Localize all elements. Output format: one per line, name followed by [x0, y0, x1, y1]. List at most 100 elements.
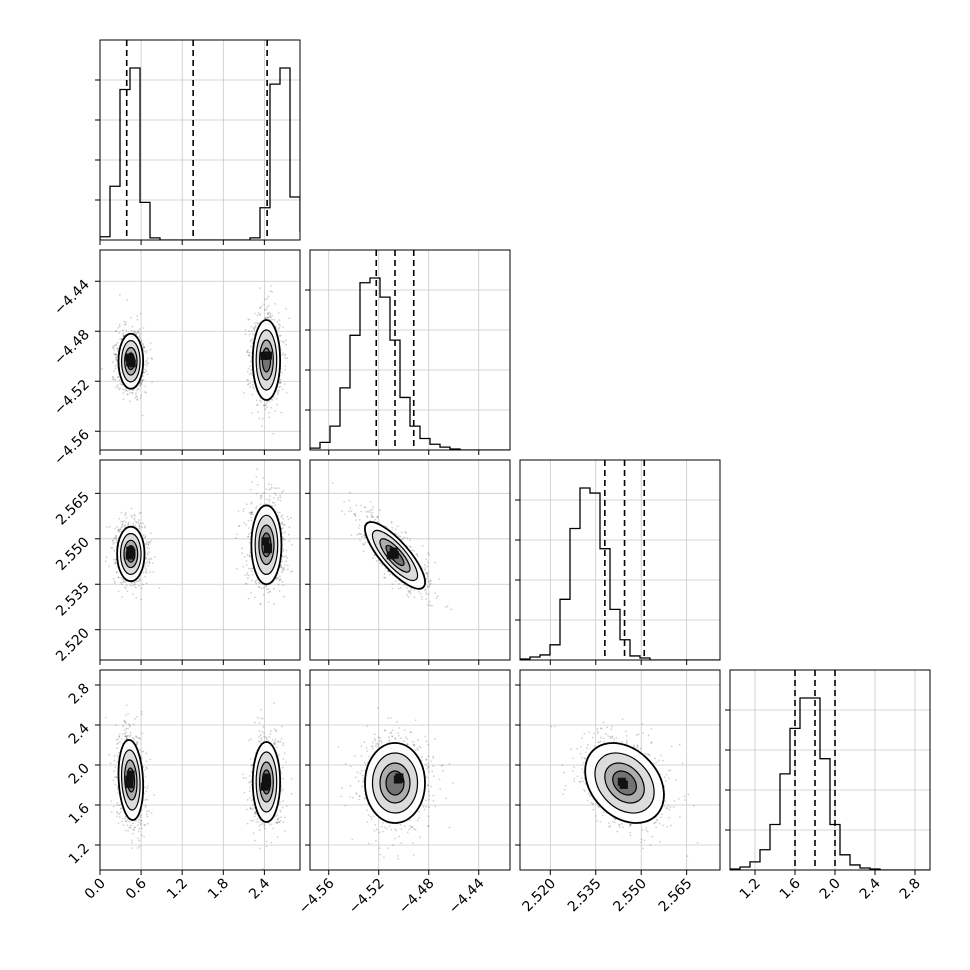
- scatter-point: [282, 584, 284, 587]
- scatter-point: [277, 312, 280, 314]
- scatter-point: [278, 386, 281, 389]
- scatter-point: [250, 481, 253, 484]
- scatter-point: [142, 533, 145, 536]
- scatter-point: [350, 534, 353, 536]
- scatter-point: [136, 715, 138, 718]
- scatter-point: [119, 581, 122, 584]
- scatter-point: [235, 567, 238, 570]
- scatter-point: [283, 566, 285, 569]
- scatter-point: [281, 571, 283, 574]
- scatter-point: [132, 584, 135, 587]
- scatter-point: [247, 379, 250, 382]
- scatter-point: [360, 510, 363, 513]
- scatter-point: [256, 404, 259, 407]
- scatter-point: [268, 500, 271, 503]
- scatter-point: [278, 578, 281, 581]
- scatter-point: [255, 507, 257, 510]
- scatter-point: [425, 598, 428, 601]
- scatter-point: [244, 574, 247, 577]
- scatter-point: [284, 353, 287, 356]
- scatter-point: [251, 567, 254, 570]
- scatter-point: [266, 312, 269, 315]
- scatter-point: [142, 342, 144, 345]
- scatter-point: [249, 532, 252, 535]
- scatter-point: [271, 290, 273, 293]
- scatter-point: [115, 776, 118, 778]
- scatter-point: [427, 571, 429, 574]
- scatter-point: [273, 396, 276, 399]
- scatter-point: [114, 561, 117, 564]
- scatter-point: [127, 830, 130, 832]
- scatter-point: [123, 388, 126, 391]
- scatter-point: [115, 353, 117, 356]
- scatter-point: [280, 411, 283, 414]
- scatter-point: [427, 580, 430, 583]
- scatter-point: [138, 527, 141, 530]
- scatter-point: [138, 519, 140, 521]
- scatter-point: [258, 399, 261, 402]
- scatter-point: [278, 590, 281, 592]
- scatter-point: [124, 511, 127, 514]
- scatter-point: [146, 357, 149, 360]
- scatter-point: [383, 573, 386, 575]
- scatter-point: [264, 317, 267, 320]
- scatter-point: [123, 334, 125, 336]
- scatter-point: [282, 567, 284, 570]
- scatter-point: [119, 338, 121, 340]
- scatter-point: [257, 410, 259, 413]
- scatter-point: [144, 799, 147, 801]
- scatter-point: [246, 383, 249, 386]
- scatter-point: [249, 567, 252, 570]
- scatter-point: [146, 767, 149, 770]
- scatter-point: [277, 576, 280, 579]
- scatter-point: [115, 571, 118, 574]
- scatter-point: [117, 576, 120, 578]
- scatter-point: [260, 495, 262, 497]
- scatter-point: [114, 365, 117, 367]
- scatter-point: [255, 399, 258, 402]
- scatter-point: [264, 404, 267, 407]
- scatter-point: [138, 512, 141, 515]
- panel-frame: [99, 249, 301, 451]
- scatter-point: [115, 535, 118, 538]
- scatter-point: [429, 604, 432, 607]
- scatter-point: [291, 570, 294, 573]
- scatter-point: [250, 372, 253, 374]
- scatter-point: [136, 314, 139, 317]
- scatter-point: [129, 400, 131, 403]
- scatter-point: [281, 353, 283, 356]
- scatter-point: [135, 396, 138, 399]
- scatter-point: [249, 512, 252, 515]
- scatter-point: [142, 344, 145, 346]
- scatter-point: [139, 328, 141, 331]
- scatter-point: [253, 329, 256, 332]
- scatter-point: [366, 516, 369, 519]
- scatter-point: [246, 379, 249, 381]
- scatter-point: [123, 525, 126, 527]
- scatter-point: [131, 392, 134, 394]
- scatter-point: [117, 386, 119, 389]
- scatter-point: [428, 583, 431, 586]
- scatter-point: [149, 541, 152, 544]
- scatter-point: [241, 552, 244, 554]
- scatter-point: [247, 354, 250, 357]
- scatter-point: [369, 509, 372, 512]
- scatter-point: [150, 558, 153, 560]
- joint-panel-3-0: [95, 669, 301, 875]
- scatter-point: [275, 493, 277, 496]
- scatter-point: [284, 368, 286, 371]
- scatter-point: [135, 332, 137, 335]
- scatter-point: [136, 318, 139, 321]
- scatter-point: [113, 527, 116, 530]
- scatter-point: [257, 581, 260, 584]
- scatter-point: [131, 329, 133, 332]
- scatter-point: [135, 521, 138, 524]
- scatter-point: [424, 588, 427, 591]
- scatter-point: [116, 384, 119, 387]
- scatter-point: [141, 379, 144, 381]
- scatter-point: [354, 513, 357, 516]
- scatter-point: [409, 592, 412, 595]
- scatter-point: [436, 595, 439, 597]
- scatter-point: [280, 522, 283, 525]
- scatter-point: [145, 370, 148, 373]
